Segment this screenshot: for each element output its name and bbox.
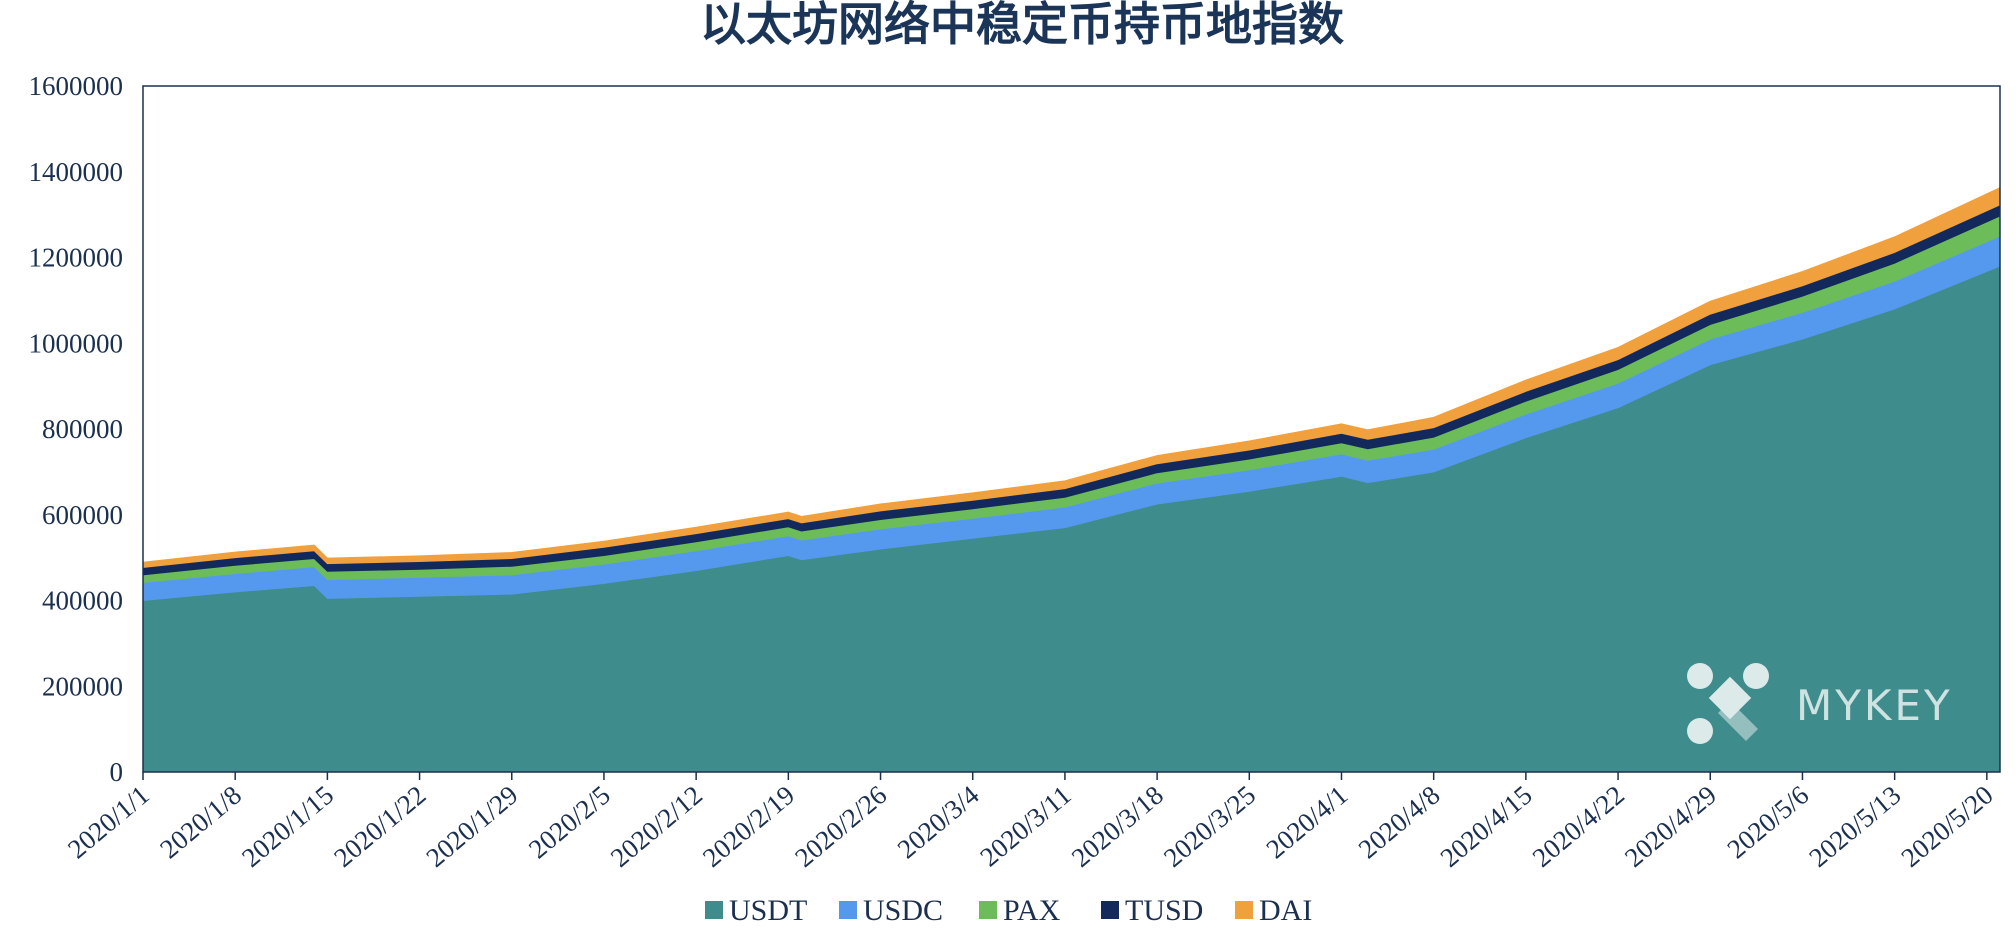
y-tick-label: 400000: [42, 586, 123, 616]
x-tick-label: 2020/4/8: [1353, 780, 1446, 865]
legend-label-usdt: USDT: [729, 894, 807, 927]
x-tick-label: 2020/4/22: [1527, 780, 1630, 873]
x-tick-label: 2020/1/22: [328, 780, 431, 873]
x-tick-label: 2020/3/18: [1066, 780, 1169, 873]
y-tick-label: 600000: [42, 500, 123, 530]
legend-label-tusd: TUSD: [1125, 894, 1203, 927]
legend-swatch-tusd: [1101, 901, 1119, 919]
y-axis: 0 200000 400000 600000 800000 1000000 1200000 1…: [29, 71, 124, 787]
x-tick-label: 2020/4/29: [1619, 780, 1722, 873]
x-tick-label: 2020/4/15: [1435, 780, 1538, 873]
area-series-group: [142, 186, 2001, 773]
legend-swatch-usdt: [705, 901, 723, 919]
y-tick-label: 0: [110, 757, 124, 787]
legend: USDT USDC PAX TUSD DAI: [705, 894, 1312, 927]
y-tick-label: 200000: [42, 671, 123, 701]
y-tick-label: 1400000: [29, 157, 124, 187]
x-tick-label: 2020/3/11: [974, 780, 1076, 873]
x-tick-label: 2020/5/20: [1896, 780, 1999, 873]
chart-title: 以太坊网络中稳定币持币地指数: [700, 0, 1344, 51]
legend-label-dai: DAI: [1259, 894, 1312, 927]
x-tick-label: 2020/3/25: [1158, 780, 1261, 873]
x-tick-label: 2020/5/6: [1721, 780, 1814, 865]
watermark-text: MYKEY: [1796, 681, 1953, 730]
x-tick-label: 2020/5/13: [1803, 780, 1906, 873]
x-tick-label: 2020/1/8: [154, 780, 247, 865]
x-tick-label: 2020/2/26: [789, 780, 892, 873]
y-tick-label: 800000: [42, 414, 123, 444]
x-tick-label: 2020/1/29: [420, 780, 523, 873]
legend-swatch-pax: [979, 901, 997, 919]
y-tick-label: 1600000: [29, 71, 124, 101]
x-tick-label: 2020/4/1: [1261, 780, 1354, 865]
legend-label-pax: PAX: [1003, 894, 1061, 927]
x-tick-label: 2020/1/15: [236, 780, 339, 873]
mykey-watermark: MYKEY: [1687, 663, 1953, 744]
legend-label-usdc: USDC: [863, 894, 943, 927]
x-tick-label: 2020/2/19: [697, 780, 800, 873]
legend-swatch-usdc: [839, 901, 857, 919]
x-tick-label: 2020/2/12: [605, 780, 708, 873]
y-tick-label: 1200000: [29, 243, 124, 273]
legend-swatch-dai: [1235, 901, 1253, 919]
mykey-logo-icon: [1687, 663, 1769, 744]
plot-frame: [142, 85, 2001, 773]
x-tick-label: 2020/2/5: [523, 780, 616, 865]
x-tick-label: 2020/1/1: [62, 780, 155, 865]
x-tick-label: 2020/3/4: [892, 779, 985, 864]
y-tick-label: 1000000: [29, 328, 124, 358]
x-axis: 2020/1/1 2020/1/82020/1/152020/1/222020/1…: [62, 772, 1999, 873]
